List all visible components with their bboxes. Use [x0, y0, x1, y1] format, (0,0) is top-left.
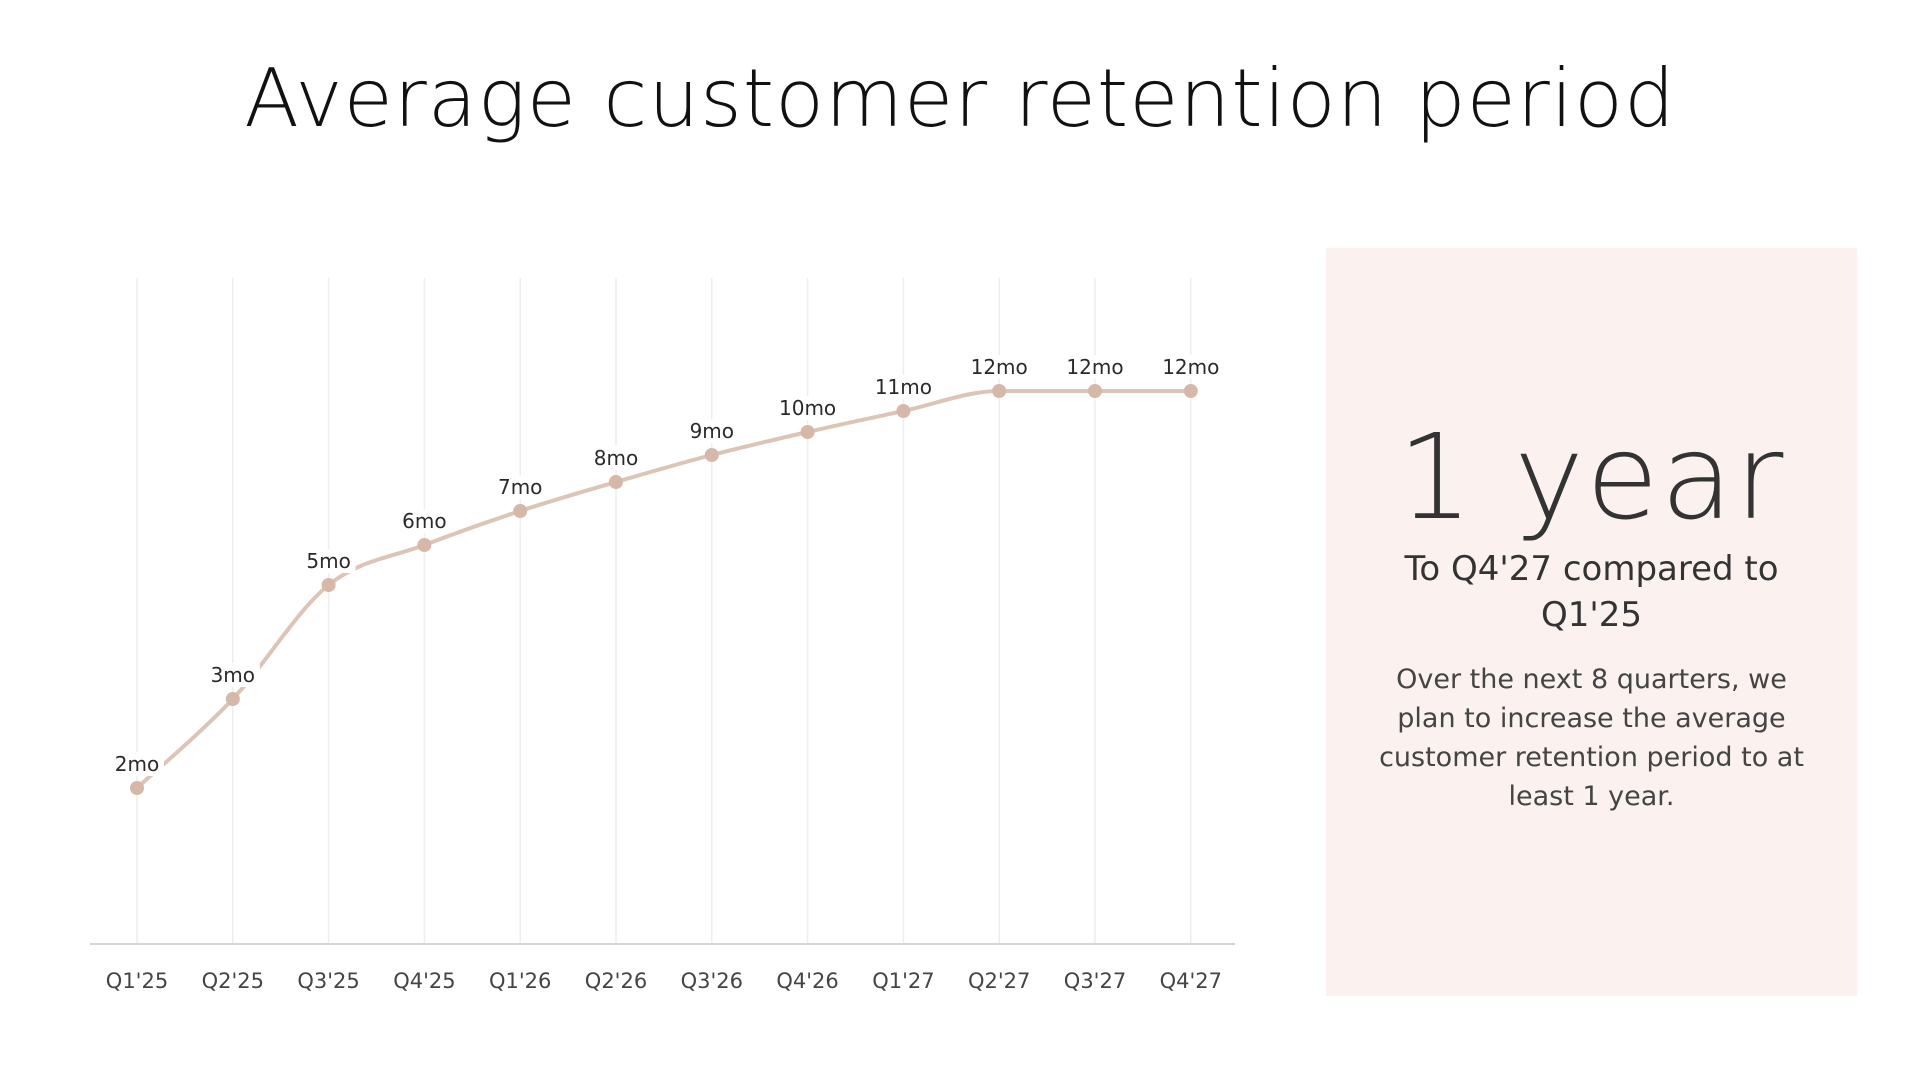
data-label-bg — [876, 375, 931, 399]
data-label: 12mo — [971, 355, 1028, 379]
data-point — [1088, 384, 1102, 398]
data-point — [130, 781, 144, 795]
data-point — [321, 578, 336, 592]
highlight-description: Over the next 8 quarters, we plan to inc… — [1379, 664, 1804, 812]
data-label: 10mo — [779, 396, 836, 420]
data-label: 8mo — [594, 446, 638, 470]
data-label-bg — [780, 396, 835, 420]
data-point — [417, 538, 432, 552]
x-tick-label: Q1'27 — [872, 969, 934, 993]
x-tick-label: Q3'27 — [1064, 969, 1126, 993]
x-tick-label: Q3'25 — [297, 969, 359, 993]
data-point — [1183, 384, 1198, 398]
data-point — [225, 692, 240, 706]
x-tick-label: Q4'26 — [776, 969, 838, 993]
x-tick-label: Q2'26 — [585, 969, 647, 993]
data-label-bg — [1163, 355, 1218, 379]
data-label: 7mo — [498, 475, 542, 499]
data-label-bg — [1068, 355, 1122, 379]
data-label: 9mo — [690, 419, 734, 443]
data-label-bg — [972, 355, 1027, 379]
data-label-bg — [205, 663, 260, 687]
highlight-value: 1 year — [1397, 408, 1786, 546]
data-label-bg — [493, 475, 548, 499]
data-label-bg — [301, 549, 356, 573]
data-point — [513, 504, 528, 518]
data-label: 12mo — [1162, 355, 1219, 379]
x-tick-label: Q2'27 — [968, 969, 1030, 993]
series-line — [135, 388, 1193, 790]
x-tick-label: Q4'25 — [393, 969, 455, 993]
summary-panel: 1 year To Q4'27 compared to Q1'25 Over t… — [1326, 248, 1857, 996]
data-label-bg — [684, 419, 739, 443]
data-point — [992, 384, 1007, 398]
data-label: 5mo — [306, 549, 350, 573]
x-tick-label: Q2'25 — [202, 969, 264, 993]
data-label: 3mo — [211, 663, 255, 687]
highlight-subheading: To Q4'27 compared to Q1'25 — [1404, 549, 1779, 635]
data-label: 6mo — [402, 509, 446, 533]
x-tick-label: Q1'26 — [489, 969, 551, 993]
data-label: 12mo — [1066, 355, 1123, 379]
data-point — [704, 448, 719, 462]
slide-title: Average customer retention period — [244, 52, 1676, 145]
data-label: 11mo — [875, 375, 932, 399]
data-label-bg — [110, 752, 164, 776]
data-point — [609, 475, 623, 489]
retention-line-chart: 2mo 3mo 5mo 6mo 7mo 8mo 9mo 10mo 11mo 12mo 12mo 12m… — [90, 278, 1235, 993]
x-tick-label: Q4'27 — [1160, 969, 1222, 993]
data-point — [896, 404, 911, 418]
data-label: 2mo — [115, 752, 159, 776]
data-label-bg — [397, 509, 452, 533]
x-tick-label: Q1'25 — [106, 969, 168, 993]
data-point — [800, 425, 815, 439]
x-tick-label: Q3'26 — [681, 969, 743, 993]
data-label-bg — [589, 446, 643, 470]
